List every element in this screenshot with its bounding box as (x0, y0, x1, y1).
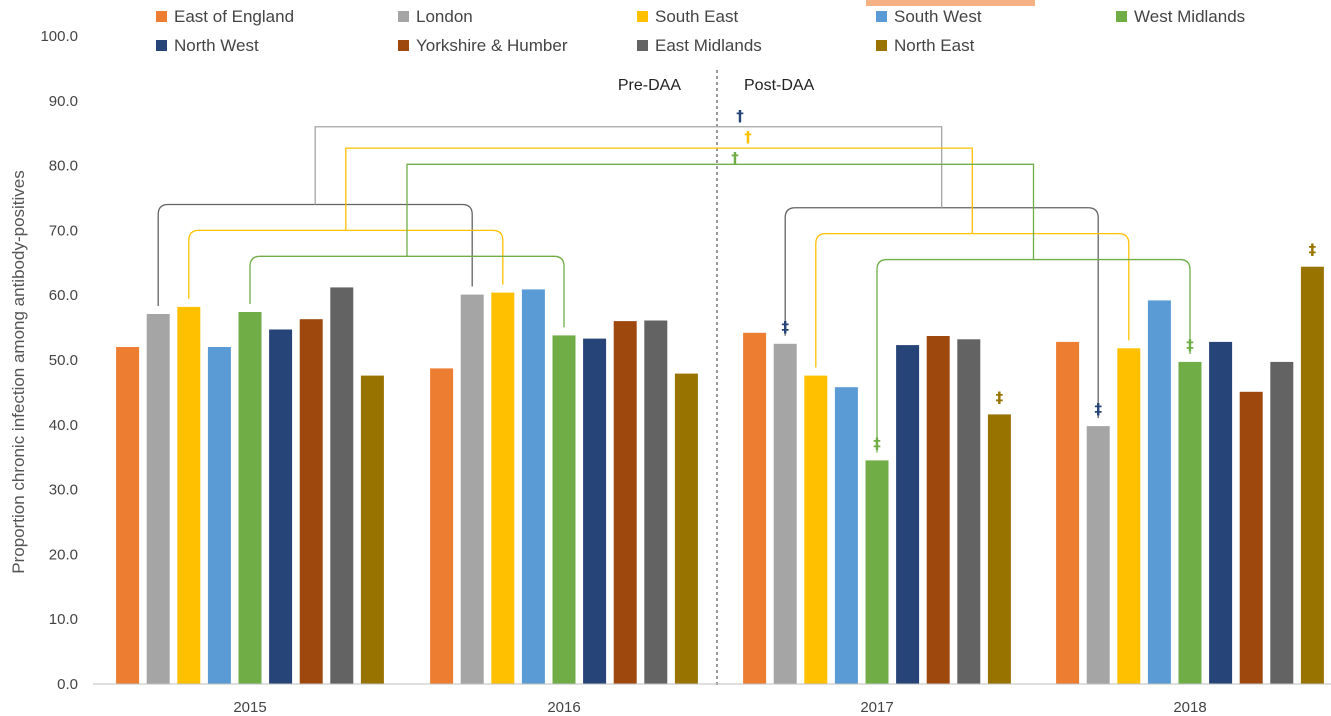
y-tick-label: 40.0 (49, 417, 78, 434)
bar (460, 294, 484, 684)
bar (146, 314, 170, 684)
significance-marks: ‡‡‡‡‡‡††† (731, 107, 1316, 452)
significance-mark: ‡ (873, 434, 881, 452)
x-axis-ticks: 2015 2016 2017 2018 (233, 699, 1206, 716)
bar (773, 343, 797, 684)
legend-entry: South West (894, 7, 982, 26)
y-tick-label: 20.0 (49, 546, 78, 563)
bar (1147, 300, 1171, 684)
legend-swatch (637, 11, 648, 22)
bar (521, 289, 545, 684)
bar (896, 345, 920, 684)
legend-swatch (1116, 11, 1127, 22)
bar (430, 368, 454, 684)
y-tick-label: 50.0 (49, 352, 78, 369)
legend-entry: Yorkshire & Humber (416, 36, 568, 55)
bar (269, 329, 293, 684)
legend-entry: North West (174, 36, 259, 55)
period-comparison-bracket (406, 163, 1035, 260)
y-tick-label: 0.0 (57, 676, 78, 693)
bar (1270, 361, 1294, 684)
bar (1086, 426, 1110, 684)
legend-swatch (876, 40, 887, 51)
y-tick-label: 70.0 (49, 222, 78, 239)
bar (116, 347, 140, 684)
period-significance-mark: † (744, 128, 752, 146)
legend-swatch (637, 40, 648, 51)
y-tick-label: 90.0 (49, 93, 78, 110)
x-tick-label: 2018 (1173, 699, 1206, 716)
legend: East of England London South East South Wes… (156, 7, 1245, 55)
legend-swatch (156, 40, 167, 51)
bar (613, 321, 637, 684)
significance-mark: ‡ (781, 318, 789, 336)
legend-entry: London (416, 7, 473, 26)
legend-entry: North East (894, 36, 975, 55)
bar (834, 387, 858, 684)
legend-swatch (876, 11, 887, 22)
legend-entry: West Midlands (1134, 7, 1245, 26)
bar (957, 339, 981, 684)
y-tick-label: 100.0 (40, 28, 78, 45)
y-tick-label: 30.0 (49, 482, 78, 499)
x-tick-label: 2016 (547, 699, 580, 716)
x-tick-label: 2017 (860, 699, 893, 716)
significance-mark: ‡ (1094, 400, 1102, 418)
bar (552, 335, 576, 684)
period-significance-mark: † (731, 149, 739, 167)
bar (360, 375, 384, 684)
legend-swatch (398, 11, 409, 22)
bar (299, 319, 323, 684)
highlight-strip (866, 0, 1035, 6)
legend-entry: South East (655, 7, 738, 26)
period-comparison-bracket (314, 126, 943, 208)
legend-entry: East Midlands (655, 36, 762, 55)
legend-entry: East of England (174, 7, 294, 26)
significance-mark: ‡ (1309, 241, 1317, 259)
bar (177, 306, 201, 684)
comparison-brackets (157, 126, 1191, 453)
x-tick-label: 2015 (233, 699, 266, 716)
pre-daa-label: Pre-DAA (618, 77, 681, 94)
bar (1178, 361, 1202, 684)
legend-swatch (156, 11, 167, 22)
bar (238, 312, 262, 684)
period-comparison-bracket (345, 147, 973, 234)
bar (644, 320, 668, 684)
bar (330, 287, 354, 684)
significance-mark: ‡ (1186, 336, 1194, 354)
y-tick-label: 10.0 (49, 611, 78, 628)
bar (1117, 348, 1141, 684)
bar (743, 332, 767, 684)
y-axis-label: Proportion chronic infection among antib… (9, 170, 28, 574)
y-tick-label: 80.0 (49, 158, 78, 175)
legend-swatch (398, 40, 409, 51)
bar (1239, 391, 1263, 684)
bar (1209, 341, 1233, 684)
bar (926, 336, 950, 684)
bar (491, 292, 515, 684)
bars (116, 266, 1324, 684)
bar (1056, 341, 1080, 684)
significance-mark: ‡ (996, 388, 1004, 406)
y-tick-label: 60.0 (49, 287, 78, 304)
bar (207, 347, 231, 684)
bar (583, 338, 607, 684)
bar (1300, 266, 1324, 684)
bar (987, 414, 1011, 684)
y-axis-ticks: 0.0 10.0 20.0 30.0 40.0 50.0 60.0 70.0 80.0 90.0 1… (40, 28, 78, 693)
bar (865, 460, 889, 684)
post-daa-label: Post-DAA (744, 77, 815, 94)
bar (804, 375, 828, 684)
bar (674, 373, 698, 684)
period-significance-mark: † (736, 107, 744, 125)
